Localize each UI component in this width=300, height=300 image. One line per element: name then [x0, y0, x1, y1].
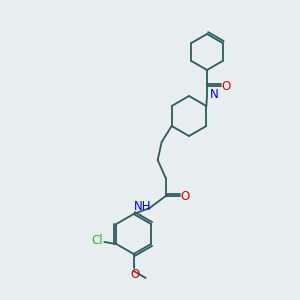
Text: N: N — [210, 88, 219, 101]
Text: O: O — [221, 80, 231, 92]
Text: NH: NH — [134, 200, 152, 214]
Text: O: O — [180, 190, 189, 202]
Text: O: O — [130, 268, 139, 281]
Text: Cl: Cl — [92, 235, 103, 248]
